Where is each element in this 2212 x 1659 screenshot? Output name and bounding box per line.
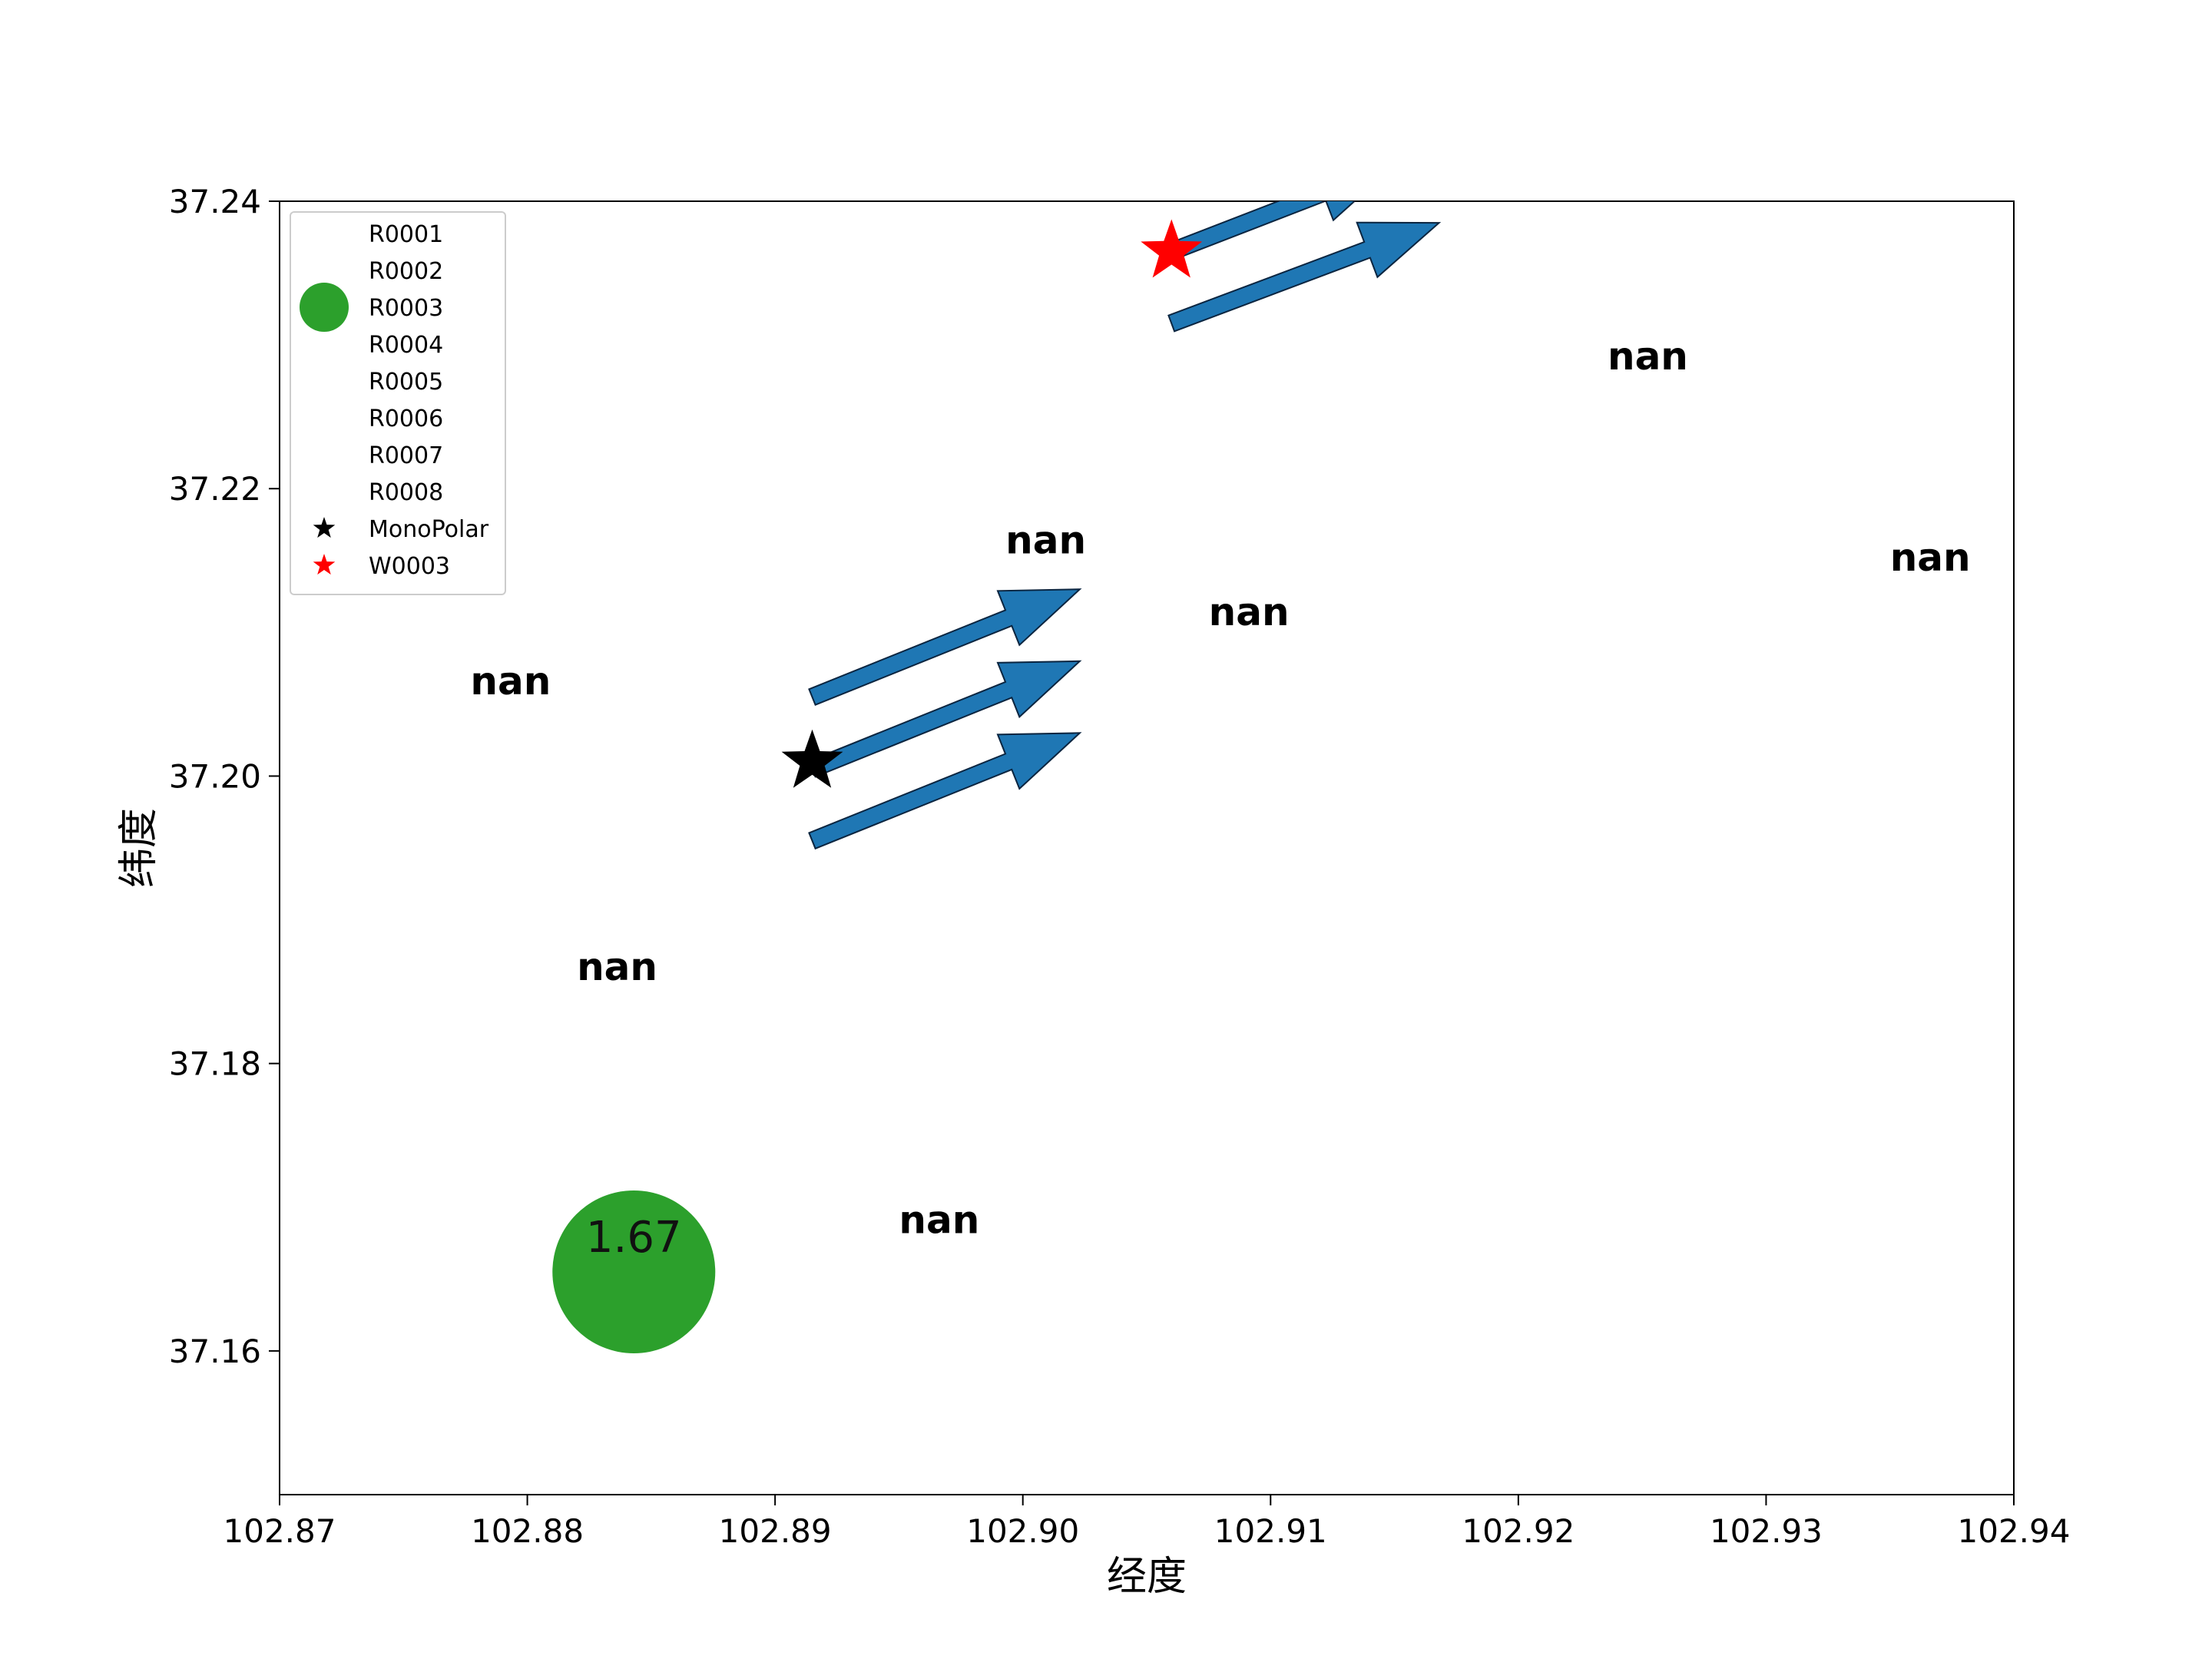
star-marker-monopolar — [781, 729, 843, 788]
x-tick-label: 102.88 — [471, 1512, 584, 1550]
y-tick-label: 37.16 — [169, 1333, 261, 1370]
direction-arrow — [1167, 221, 1442, 333]
legend-marker — [313, 554, 336, 575]
legend-entry: R0008 — [369, 479, 443, 506]
legend-entry: R0003 — [369, 295, 443, 322]
direction-arrow — [808, 732, 1082, 850]
legend-entry: R0002 — [369, 258, 443, 285]
nan-label: nan — [1005, 518, 1086, 562]
x-tick-label: 102.91 — [1214, 1512, 1327, 1550]
y-tick-label: 37.18 — [169, 1045, 261, 1083]
x-axis-label: 经度 — [1107, 1554, 1187, 1600]
x-tick-label: 102.93 — [1710, 1512, 1823, 1550]
x-tick-label: 102.89 — [719, 1512, 832, 1550]
direction-arrow — [808, 660, 1082, 778]
legend-marker — [300, 283, 349, 332]
nan-label: nan — [1890, 535, 1971, 580]
value-circle — [552, 1190, 716, 1353]
legend-entry: R0001 — [369, 221, 443, 248]
nan-label: nan — [899, 1197, 979, 1242]
x-tick-label: 102.94 — [1958, 1512, 2071, 1550]
y-axis-label: 纬度 — [116, 808, 162, 888]
nan-label: nan — [1608, 334, 1688, 379]
legend-entry: W0003 — [369, 553, 450, 580]
x-tick-label: 102.87 — [224, 1512, 336, 1550]
y-tick-label: 37.22 — [169, 470, 261, 508]
direction-arrow — [808, 588, 1082, 707]
star-marker-w0003 — [1141, 219, 1203, 278]
value-label: 1.67 — [586, 1213, 682, 1263]
legend-entry: R0007 — [369, 442, 443, 469]
nan-label: nan — [577, 945, 657, 989]
nan-label: nan — [1209, 590, 1290, 634]
plot-area — [279, 200, 2015, 1495]
x-tick-label: 102.90 — [966, 1512, 1079, 1550]
y-tick-label: 37.20 — [169, 757, 261, 795]
legend-entry: MonoPolar — [369, 516, 489, 543]
nan-label: nan — [470, 659, 551, 704]
legend-marker — [313, 517, 336, 538]
legend-entry: R0004 — [369, 332, 443, 359]
legend-entry: R0006 — [369, 406, 443, 432]
x-tick-label: 102.92 — [1462, 1512, 1575, 1550]
legend: R0001 R0002 R0003 R0004 R0005 R0006 R0007 R0008… — [290, 211, 506, 595]
y-tick-label: 37.24 — [169, 183, 261, 220]
direction-arrow — [1167, 201, 1356, 260]
legend-entry: R0005 — [369, 369, 443, 396]
